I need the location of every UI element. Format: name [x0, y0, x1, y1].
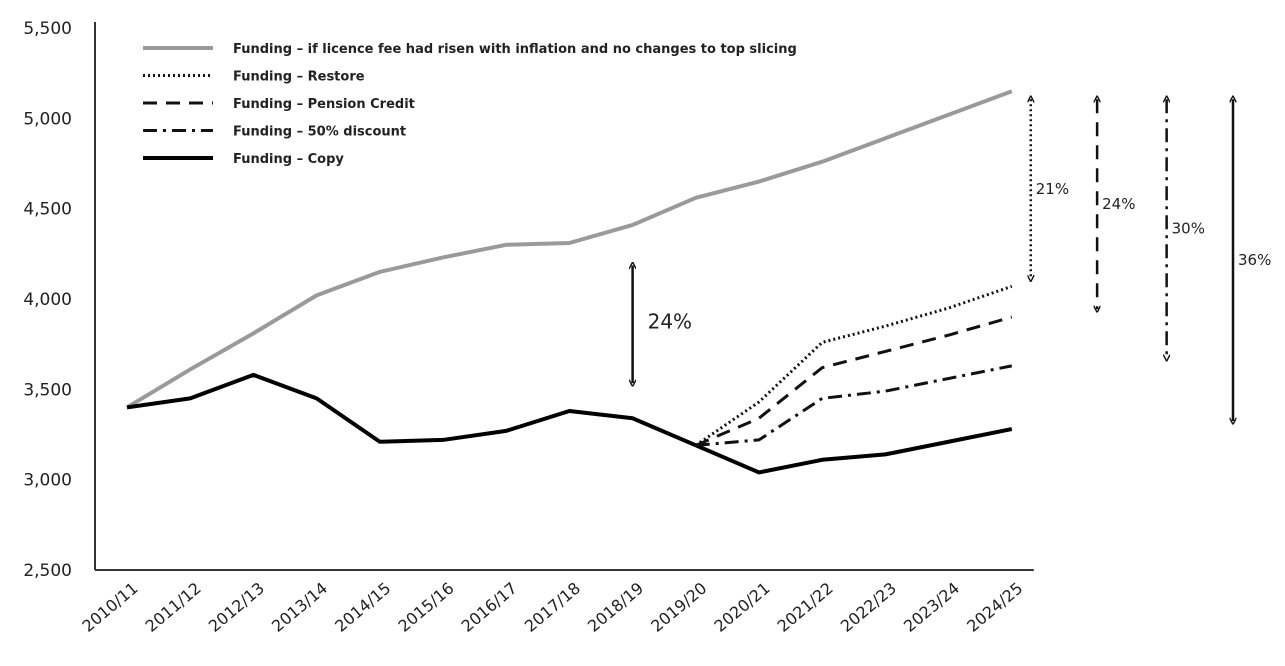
- x-tick-label: 2021/22: [774, 579, 837, 636]
- x-tick-label: 2010/11: [78, 579, 141, 636]
- legend-label: Funding – Copy: [233, 152, 344, 167]
- x-tick-label: 2024/25: [963, 579, 1026, 636]
- y-tick-label: 2,500: [23, 561, 72, 581]
- x-tick-label: 2015/16: [394, 579, 457, 636]
- x-tick-label: 2017/18: [521, 579, 584, 636]
- legend-label: Funding – 50% discount: [233, 125, 406, 140]
- x-tick-label: 2022/23: [837, 579, 900, 636]
- legend-label: Funding – if licence fee had risen with …: [233, 42, 797, 57]
- x-tick-label: 2016/17: [458, 579, 521, 636]
- y-tick-label: 3,500: [23, 380, 72, 400]
- chart-axes: [94, 22, 1034, 571]
- legend-label: Funding – Restore: [233, 70, 365, 85]
- y-tick-label: 4,500: [23, 200, 72, 220]
- series-line: [125, 89, 1013, 410]
- series-line: [694, 284, 1013, 447]
- x-tick-label: 2011/12: [142, 579, 205, 636]
- x-tick-label: 2013/14: [268, 579, 331, 636]
- gap-percent-label: 24%: [1102, 195, 1135, 213]
- gap-annotations: 24% 21% 24% 30% 36%: [633, 99, 1271, 421]
- series-line: [695, 364, 1013, 447]
- gap-percent-label: 24%: [648, 309, 692, 333]
- gap-percent-label: 21%: [1036, 180, 1069, 198]
- x-tick-label: 2018/19: [584, 579, 647, 636]
- gap-percent-label: 36%: [1238, 251, 1271, 269]
- y-tick-label: 4,000: [23, 290, 72, 310]
- y-tick-label: 5,500: [23, 19, 72, 39]
- legend-label: Funding – Pension Credit: [233, 97, 415, 112]
- y-tick-label: 5,000: [23, 109, 72, 129]
- x-tick-label: 2023/24: [900, 579, 963, 636]
- y-tick-label: 3,000: [23, 471, 72, 491]
- x-tick-label: 2012/13: [205, 579, 268, 636]
- series-line: [695, 315, 1013, 447]
- x-tick-label: 2019/20: [647, 579, 710, 636]
- tick-labels: 2,500 3,000 3,500 4,000 4,500 5,000 5,500 2010/…: [23, 19, 1026, 636]
- x-tick-label: 2014/15: [331, 579, 394, 636]
- series-lines: [125, 89, 1013, 475]
- chart-legend: Funding – if licence fee had risen with …: [143, 42, 797, 167]
- x-tick-label: 2020/21: [710, 579, 773, 636]
- series-line: [126, 372, 1013, 475]
- gap-percent-label: 30%: [1172, 220, 1205, 238]
